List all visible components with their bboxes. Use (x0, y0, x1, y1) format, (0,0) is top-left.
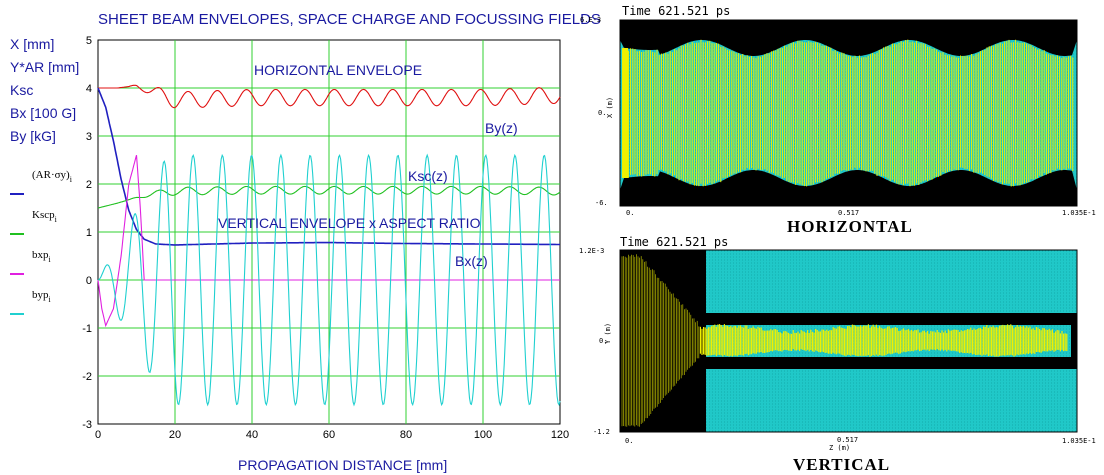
vertical-ytick-mid: 0. (599, 337, 607, 345)
vertical-xlabel: Z (m) (829, 444, 850, 452)
annotation-horizontal: HORIZONTAL ENVELOPE (254, 62, 422, 78)
horizontal-structure (620, 20, 1077, 206)
series-ksc (97, 185, 561, 209)
x-tick-label: 60 (323, 429, 335, 441)
y-tick-label: 0 (86, 275, 92, 287)
horizontal-xtick-end: 1.035E-1 (1062, 209, 1096, 217)
annotation-vertical: VERTICAL ENVELOPE x ASPECT RATIO (218, 215, 481, 231)
legend-subscript: i (49, 255, 52, 264)
x-tick-label: 100 (474, 429, 492, 441)
vertical-frame (619, 249, 1078, 433)
y-label-line-2: Y*AR [mm] (10, 59, 79, 75)
horizontal-ylabel: X (m) (606, 97, 614, 118)
vertical-beam-particles (619, 249, 1078, 433)
y-tick-label: -3 (82, 419, 92, 431)
vertical-xtick-mid: 0.517 (837, 436, 858, 444)
horizontal-caption: HORIZONTAL (787, 217, 913, 236)
legend: (AR·σy)i Kscpi bxpi bypi (10, 169, 73, 315)
legend-subscript: i (49, 295, 52, 304)
annotation-by: By(z) (485, 120, 518, 136)
vertical-time: Time 621.521 ps (620, 235, 728, 249)
vertical-panel: Time 621.521 ps 1.2E-3 0. -1.2 Y (m) 0. … (579, 235, 1096, 474)
y-tick-label: 5 (86, 35, 92, 47)
y-tick-label: 4 (86, 83, 92, 95)
x-tick-label: 80 (400, 429, 412, 441)
series-group (97, 84, 561, 407)
horizontal-xtick-mid: 0.517 (838, 209, 859, 217)
chart-title: SHEET BEAM ENVELOPES, SPACE CHARGE AND F… (98, 11, 601, 28)
y-tick-label: 1 (86, 227, 92, 239)
y-tick-label: -1 (82, 323, 92, 335)
legend-label: bypi (32, 289, 52, 304)
y-label-line-4: Bx [100 G] (10, 105, 76, 121)
x-tick-label: 20 (169, 429, 181, 441)
annotation-bx: Bx(z) (455, 253, 488, 269)
y-tick-label: 2 (86, 179, 92, 191)
x-tick-label: 0 (95, 429, 101, 441)
legend-subscript: i (55, 215, 58, 224)
x-tick-label: 40 (246, 429, 258, 441)
horizontal-ytick-bottom: -6. (595, 199, 608, 207)
horizontal-time: Time 621.521 ps (622, 4, 730, 18)
vertical-xtick-0: 0. (625, 437, 633, 445)
vertical-entrance-block (620, 250, 706, 432)
series-horizontal (98, 84, 561, 109)
legend-label: Kscpi (32, 209, 58, 224)
horizontal-panel: Time 621.521 ps 6.E-3 0. -6. X (m) 0. 0.… (580, 4, 1096, 236)
y-tick-label: -2 (82, 371, 92, 383)
vertical-channel-lower (706, 357, 1071, 369)
vertical-xtick-end: 1.035E-1 (1062, 437, 1096, 445)
vertical-ytick-bottom: -1.2 (593, 428, 610, 436)
series-bx (97, 155, 560, 328)
x-tick-label: 120 (551, 429, 569, 441)
legend-label: bxpi (32, 249, 52, 264)
series-vertical (97, 87, 560, 246)
legend-subscript: i (70, 175, 73, 184)
vertical-channel-upper (706, 313, 1071, 325)
y-label-line-1: X [mm] (10, 36, 54, 52)
tick-labels: 0 20 40 60 80 100 120 5 4 3 2 1 0 -1 -2 -3 (82, 35, 569, 441)
x-axis-label: PROPAGATION DISTANCE [mm] (238, 457, 447, 473)
y-label-line-3: Ksc (10, 82, 33, 98)
series-by (97, 153, 561, 407)
annotation-ksc: Ksc(z) (408, 168, 448, 184)
y-axis-label: X [mm] Y*AR [mm] Ksc Bx [100 G] By [kG] (10, 36, 79, 144)
vertical-channel-gap (1071, 313, 1077, 369)
beam-edge (622, 48, 628, 178)
horizontal-xtick-0: 0. (626, 209, 634, 217)
vertical-caption: VERTICAL (793, 455, 890, 474)
envelope-chart: SHEET BEAM ENVELOPES, SPACE CHARGE AND F… (10, 11, 601, 473)
y-label-line-5: By [kG] (10, 128, 56, 144)
vertical-ytick-top: 1.2E-3 (579, 247, 604, 255)
y-tick-label: 3 (86, 131, 92, 143)
horizontal-ytick-top: 6.E-3 (580, 16, 601, 24)
horizontal-beam-particles (622, 39, 1074, 187)
horizontal-ytick-mid: 0. (598, 109, 606, 117)
vertical-ylabel: Y (m) (604, 323, 612, 344)
legend-label: (AR·σy)i (32, 169, 73, 184)
